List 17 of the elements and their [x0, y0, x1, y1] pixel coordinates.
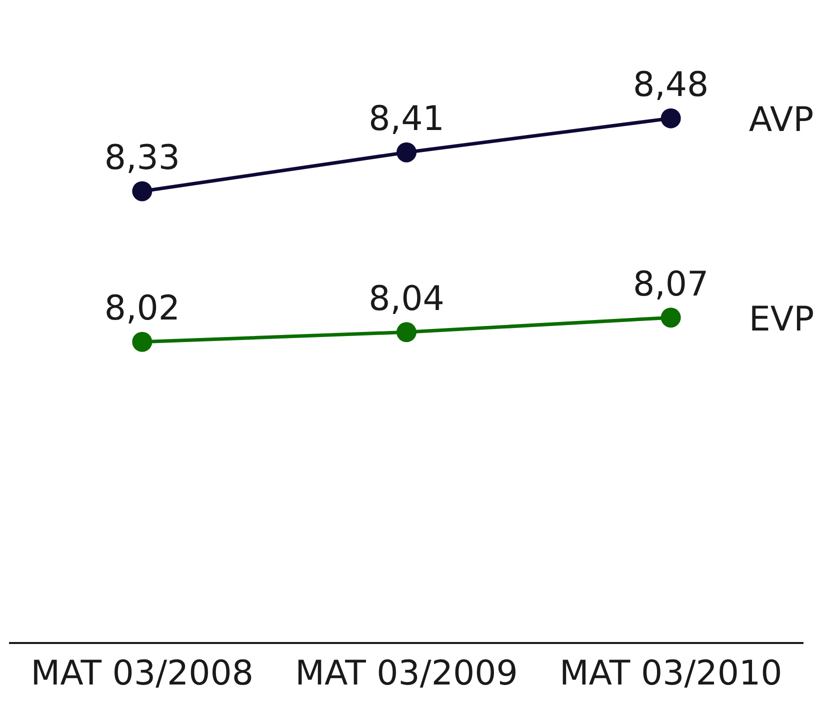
x-tick-label: MAT 03/2010 — [559, 653, 782, 694]
point — [132, 181, 152, 202]
point — [660, 108, 681, 128]
text: AVP — [748, 100, 814, 140]
data-label: 8,04 — [368, 278, 444, 319]
data-label: 8,41 — [368, 99, 444, 140]
data-label: 8,07 — [632, 264, 709, 304]
x-tick-label: MAT 03/2009 — [295, 653, 518, 694]
point — [132, 332, 152, 352]
data-label: 8,33 — [104, 138, 180, 178]
point — [396, 322, 416, 342]
point — [396, 142, 416, 162]
text: EVP — [748, 299, 814, 340]
data-label: 8,48 — [632, 65, 709, 106]
x-tick-label: MAT 03/2008 — [30, 653, 254, 694]
data-label: 8,02 — [104, 288, 180, 329]
point — [660, 308, 681, 328]
